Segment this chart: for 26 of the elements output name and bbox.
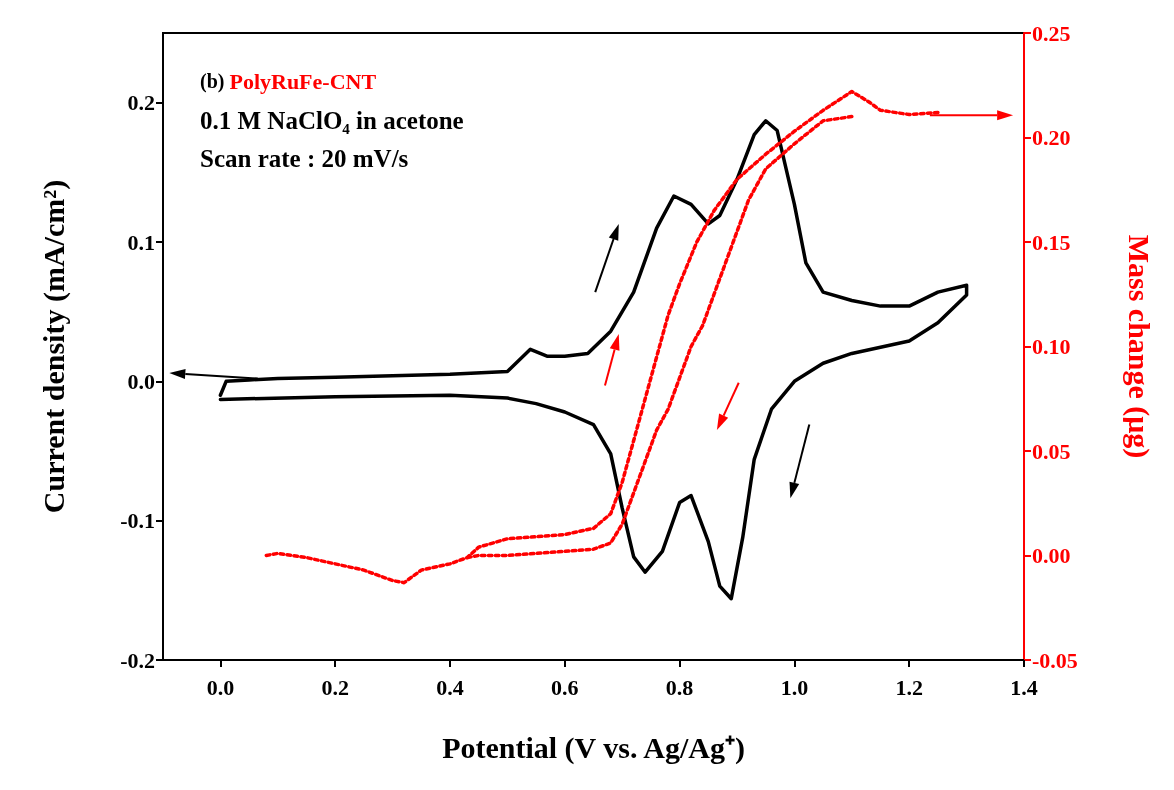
annotation: (b) PolyRuFe-CNT — [200, 68, 377, 94]
y-tick-label: 0.0 — [127, 368, 155, 394]
y-tick-label: -0.1 — [120, 508, 155, 534]
x-tick-label: 0.6 — [551, 674, 579, 700]
y2-axis-title: Mass change (μg) — [1121, 234, 1156, 459]
annotation: 0.1 M NaClO₄ in acetone — [200, 107, 464, 134]
y2-tick-label: 0.10 — [1032, 334, 1071, 359]
y2-tick-label: 0.15 — [1032, 229, 1071, 255]
x-tick-label: 1.2 — [895, 674, 923, 700]
y2-tick-label: 0.25 — [1032, 20, 1071, 46]
y2-tick-label: 0.05 — [1032, 438, 1071, 464]
x-tick-label: 0.2 — [321, 674, 349, 700]
x-tick-label: 0.0 — [206, 674, 235, 700]
annotation: Scan rate : 20 mV/s — [200, 145, 409, 172]
y2-tick-label: 0.00 — [1032, 543, 1071, 568]
x-tick-label: 0.4 — [436, 674, 464, 700]
y-tick-label: 0.2 — [127, 90, 155, 116]
x-tick-label: 1.0 — [780, 674, 809, 700]
x-tick-label: 0.8 — [665, 674, 694, 700]
x-tick-label: 1.4 — [1010, 674, 1038, 700]
y2-tick-label: -0.05 — [1032, 647, 1078, 673]
y-axis-title: Current density (mA/cm²) — [36, 179, 71, 514]
y-tick-label: 0.1 — [127, 229, 155, 255]
y-tick-label: -0.2 — [120, 647, 155, 673]
x-axis-title: Potential (V vs. Ag/Ag⁺) — [442, 730, 745, 765]
y2-tick-label: 0.20 — [1032, 125, 1071, 150]
